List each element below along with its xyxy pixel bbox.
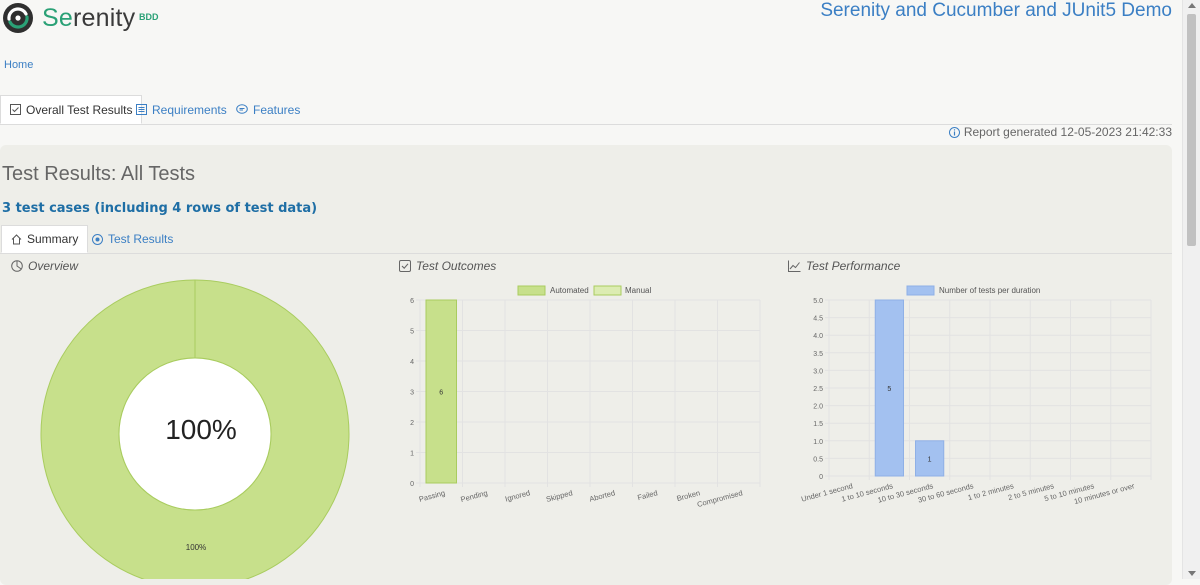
list-icon [136, 104, 147, 115]
globe-icon [92, 233, 103, 245]
tab-label: Overall Test Results [26, 102, 133, 117]
overview-donut-chart: 100% 100% [40, 279, 350, 579]
test-performance-chart: Number of tests per duration 0 0.5 1.0 1.5 2… [800, 285, 1152, 506]
outcomes-axis-labels: 0 1 2 3 4 5 6 6 Passing Pending Ignored Skipped Abor… [410, 298, 743, 509]
main-tabs: Overall Test Results Requirements Featur… [0, 95, 1172, 125]
y-tick-label: 4.0 [813, 333, 823, 340]
tab-label: Test Results [108, 232, 174, 246]
x-category-label: Passing [418, 488, 446, 504]
y-tick-label: 0 [819, 474, 823, 481]
overview-heading-label: Overview [28, 259, 79, 273]
brand-name-first: Se [42, 4, 73, 32]
performance-heading-label: Test Performance [806, 259, 901, 273]
checkbox-icon [399, 260, 411, 272]
breadcrumb-home-link[interactable]: Home [4, 59, 34, 71]
y-tick-label: 4 [410, 359, 414, 366]
y-tick-label: 2.0 [813, 404, 823, 411]
summary-tabs: Summary Test Results [0, 225, 1172, 254]
serenity-logo: Serenity BDD [2, 0, 172, 36]
tab-summary[interactable]: Summary [1, 225, 89, 253]
outcomes-bars [425, 299, 457, 484]
y-tick-label: 1.0 [813, 439, 823, 446]
y-tick-label: 4.5 [813, 316, 823, 323]
performance-bars [874, 299, 945, 477]
legend-label-automated: Automated [550, 286, 589, 295]
overview-heading: Overview [11, 259, 78, 273]
legend-swatch-duration [906, 285, 935, 296]
tab-label: Features [253, 102, 301, 117]
outcomes-heading: Test Outcomes [399, 259, 496, 273]
donut-slice-label: 100% [186, 543, 206, 552]
tab-label: Requirements [152, 102, 227, 117]
performance-legend: Number of tests per duration [906, 285, 1040, 296]
report-generated-text: Report generated 12-05-2023 21:42:33 [963, 125, 1172, 139]
x-category-label: Ignored [504, 488, 531, 503]
y-tick-label: 5 [410, 329, 414, 336]
y-tick-label: 3 [410, 390, 414, 397]
report-generated: Report generated 12-05-2023 21:42:33 [948, 125, 1172, 139]
donut-center-label: 100% [165, 414, 237, 445]
y-tick-label: 2.5 [813, 386, 823, 393]
home-icon [11, 233, 22, 244]
y-tick-label: 3.5 [813, 351, 823, 358]
test-cases-summary: 3 test cases (including 4 rows of test d… [2, 201, 318, 216]
y-tick-label: 1.5 [813, 421, 823, 428]
x-category-label: Compromised [696, 488, 743, 509]
outcomes-grid [416, 299, 761, 487]
line-chart-icon [788, 260, 801, 272]
y-tick-label: 3.0 [813, 368, 823, 375]
y-tick-label: 0 [410, 481, 414, 488]
legend-label-manual: Manual [625, 286, 651, 295]
x-category-label: Failed [636, 488, 658, 502]
brand-name: Serenity [42, 4, 135, 33]
x-category-label: Aborted [588, 488, 616, 503]
bar-value-label: 1 [928, 456, 932, 463]
tab-test-results[interactable]: Test Results [83, 225, 182, 253]
y-tick-label: 1 [410, 451, 414, 458]
brand-suffix: BDD [139, 12, 159, 22]
checklist-icon [10, 104, 21, 115]
bar-passing [425, 299, 457, 484]
x-category-label: Skipped [545, 488, 574, 504]
legend-label-duration: Number of tests per duration [939, 286, 1040, 295]
vertical-scrollbar[interactable] [1182, 0, 1200, 579]
scroll-down-arrow-icon[interactable] [1188, 571, 1196, 576]
performance-heading: Test Performance [788, 259, 900, 273]
serenity-logo-icon [3, 3, 33, 33]
tab-requirements[interactable]: Requirements [127, 95, 236, 124]
y-tick-label: 5.0 [813, 298, 823, 305]
bar-10-to-30-seconds [915, 440, 945, 477]
y-tick-label: 6 [410, 298, 414, 305]
scrollbar-thumb[interactable] [1187, 14, 1196, 246]
info-icon [948, 126, 960, 138]
bar-value-label: 6 [439, 390, 443, 397]
performance-grid [825, 299, 1152, 480]
bar-1-to-10-seconds [874, 299, 904, 477]
pie-chart-icon [11, 260, 23, 272]
brand-name-rest: renity [72, 4, 136, 32]
project-title: Serenity and Cucumber and JUnit5 Demo [820, 0, 1172, 21]
bar-value-label: 5 [887, 386, 891, 393]
y-tick-label: 0.5 [813, 456, 823, 463]
legend-swatch-manual [593, 285, 622, 296]
outcomes-legend: Automated Manual [517, 285, 651, 296]
y-tick-label: 2 [410, 420, 414, 427]
results-title: Test Results: All Tests [2, 163, 196, 185]
scroll-up-arrow-icon[interactable] [1188, 3, 1196, 8]
x-category-label: Pending [460, 488, 489, 504]
speech-bubble-icon [236, 104, 248, 114]
legend-swatch-automated [517, 285, 546, 296]
outcomes-heading-label: Test Outcomes [416, 259, 497, 273]
tab-overall-test-results[interactable]: Overall Test Results [0, 95, 143, 124]
test-outcomes-chart: Automated Manual 0 1 2 3 4 5 6 6 Passing Pending I… [410, 285, 761, 509]
tab-label: Summary [27, 232, 79, 246]
tab-features[interactable]: Features [227, 95, 309, 124]
